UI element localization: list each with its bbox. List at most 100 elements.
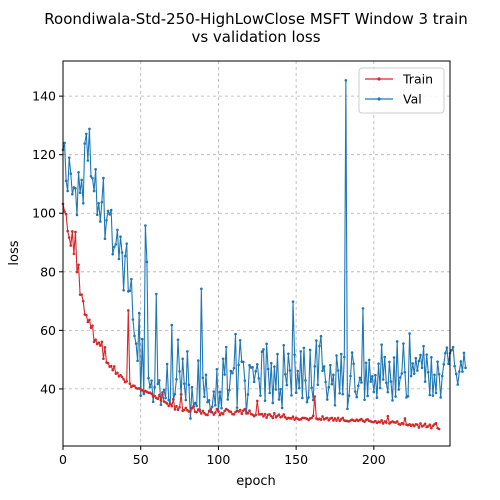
series-val-point (322, 365, 326, 368)
series-val-point (175, 377, 178, 381)
series-train-point (128, 382, 132, 385)
series-train-point (192, 405, 195, 408)
series-train-point (198, 409, 202, 413)
series-val-point (117, 257, 121, 261)
series-val-point (229, 369, 233, 373)
series-val-point (287, 352, 290, 356)
axis-ticks: 0 50 100 150 200 40 60 80 100 120 140 (32, 89, 386, 467)
series-val-point (346, 407, 349, 411)
series-val-point (330, 382, 334, 386)
series-val-point (109, 208, 113, 212)
series-val-point (97, 201, 101, 205)
series-train-point (182, 408, 186, 412)
series-train-point (412, 424, 416, 428)
series-val-point (324, 380, 327, 384)
series-val-point (123, 254, 127, 258)
series-train-point (189, 409, 192, 413)
series-val-point (181, 357, 184, 361)
series-val-point (238, 339, 242, 342)
series-val-point (262, 348, 265, 351)
series-train-point (319, 418, 323, 421)
series-val-point (454, 372, 458, 376)
series-val-point (125, 242, 129, 245)
series-val-point (237, 363, 240, 367)
series-train-point (381, 422, 385, 425)
series-train-point (293, 418, 296, 421)
series-val-point (392, 356, 396, 359)
series-train-point (277, 413, 281, 416)
series-val-point (367, 358, 371, 362)
series-val-point (215, 367, 219, 371)
series-train-point (161, 391, 164, 394)
series-val-point (347, 394, 351, 397)
series-val-point (151, 400, 155, 404)
series-val-point (352, 362, 355, 366)
series-val-point (259, 394, 262, 397)
series-train-point (206, 413, 209, 417)
series-train (61, 202, 441, 431)
series-train-point (215, 407, 219, 411)
series-val-point (402, 342, 405, 345)
series-val-point (316, 383, 320, 387)
series-val-point (388, 360, 391, 364)
series-val-line (62, 79, 467, 420)
series-val-point (338, 392, 341, 395)
series-val-point (148, 385, 152, 389)
series-val-point (302, 346, 306, 350)
series-val-point (332, 373, 335, 377)
series-train-point (290, 417, 293, 420)
series-val-point (416, 369, 419, 372)
series-val-point (269, 361, 273, 365)
series-train-point (437, 427, 441, 431)
series-train-point (403, 417, 407, 420)
series-train-point (116, 371, 119, 375)
series-val-point (394, 395, 397, 398)
series-val-point (145, 260, 149, 264)
series-train-point (75, 270, 79, 274)
x-tick-label: 100 (206, 452, 230, 467)
series-val-point (311, 398, 315, 402)
series-val-point (88, 127, 91, 131)
series-val-point (234, 332, 237, 336)
series-train-point (158, 393, 161, 397)
series-val-point (80, 178, 83, 182)
series-val-point (232, 366, 236, 370)
series-train-point (374, 419, 377, 423)
series-val-point (361, 307, 365, 310)
series-val-point (389, 380, 393, 383)
series-train-point (426, 425, 430, 428)
series-val-point (203, 395, 206, 399)
series-val-point (325, 398, 329, 401)
series-val-point (321, 369, 324, 373)
series-val-point (420, 366, 424, 370)
series-val-point (336, 369, 340, 372)
series-val-point (75, 213, 79, 217)
series-val-point (77, 170, 80, 174)
series-val-point (268, 391, 272, 395)
series-val-point (105, 218, 108, 222)
series-train-point (268, 413, 272, 416)
series-val-point (450, 348, 453, 352)
series-val-point (353, 390, 357, 393)
series-val-point (81, 201, 85, 205)
series-val-point (417, 359, 421, 363)
series-val-point (315, 339, 318, 342)
series-val (61, 79, 467, 420)
series-val-point (196, 359, 200, 362)
series-val-point (381, 378, 385, 381)
series-train-point (386, 414, 390, 418)
series-train-point (238, 408, 242, 412)
series-train-point (434, 421, 438, 425)
series-val-point (243, 379, 247, 383)
series-val-point (195, 404, 198, 408)
series-val-point (282, 343, 286, 347)
y-tick-label: 100 (32, 206, 56, 221)
series-val-point (154, 292, 158, 296)
series-val-point (99, 220, 102, 223)
series-val-point (397, 388, 401, 391)
series-val-point (377, 362, 380, 366)
series-train-point (88, 318, 91, 322)
series-val-point (369, 380, 373, 383)
series-val-point (297, 386, 301, 390)
series-val-point (406, 394, 410, 398)
